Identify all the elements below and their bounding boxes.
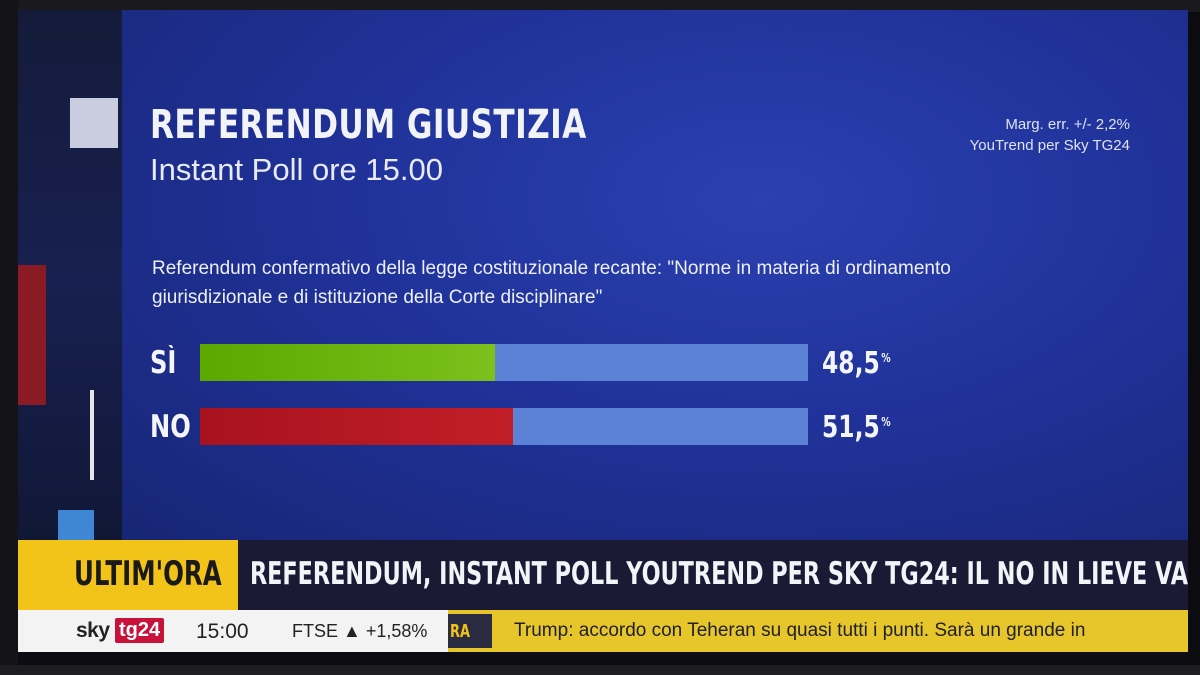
bar-label-si: SÌ	[150, 345, 177, 381]
tg24-logo: tg24	[115, 618, 165, 643]
bar-track	[200, 344, 808, 381]
red-accent	[18, 265, 46, 405]
bar-label-no: NO	[150, 409, 191, 445]
screen-edge	[18, 652, 1188, 666]
news-crawl-bar: sky tg24 15:00 FTSE ▲ +1,58% RA Trump: a…	[18, 610, 1188, 652]
poll-source: YouTrend per Sky TG24	[969, 137, 1130, 154]
breaking-label: ULTIM'ORA	[74, 554, 222, 594]
bar-value-label: 51,5%	[822, 410, 891, 445]
bar-track	[200, 408, 808, 445]
poll-graphic-panel: REFERENDUM GIUSTIZIA Instant Poll ore 15…	[70, 10, 1188, 550]
breaking-label-box: ULTIM'ORA	[18, 540, 238, 610]
graphic-title: REFERENDUM GIUSTIZIA	[150, 102, 587, 148]
tv-bezel-left	[0, 0, 18, 675]
crawl-label-box: RA	[448, 614, 492, 648]
white-accent-line	[90, 390, 94, 480]
tv-bezel-top	[0, 0, 1200, 12]
bar-fill-no	[200, 408, 514, 445]
margin-of-error: Marg. err. +/- 2,2%	[1005, 116, 1130, 133]
breaking-news-bar: ULTIM'ORA REFERENDUM, INSTANT POLL YOUTR…	[18, 540, 1188, 610]
bar-fill-si	[200, 344, 495, 381]
channel-info: sky tg24 15:00 FTSE ▲ +1,58%	[18, 610, 448, 652]
sky-logo: sky	[76, 619, 110, 642]
percent-unit: %	[881, 415, 891, 429]
bar-value-label: 48,5%	[822, 346, 891, 381]
graphic-subtitle: Instant Poll ore 15.00	[150, 152, 443, 187]
poll-meta: Marg. err. +/- 2,2% YouTrend per Sky TG2…	[970, 114, 1130, 156]
referendum-question: Referendum confermativo della legge cost…	[152, 258, 951, 308]
news-crawl-text: Trump: accordo con Teheran su quasi tutt…	[514, 620, 1086, 641]
clock: 15:00	[196, 620, 249, 643]
title-marker	[70, 98, 118, 148]
crawl-label: RA	[450, 621, 471, 642]
tv-bezel-bottom	[0, 665, 1200, 675]
percent-unit: %	[881, 351, 891, 365]
ftse-index: FTSE ▲ +1,58%	[292, 621, 428, 641]
tv-screen: REFERENDUM GIUSTIZIA Instant Poll ore 15…	[18, 10, 1188, 666]
background-strip	[18, 10, 122, 550]
breaking-headline: REFERENDUM, INSTANT POLL YOUTREND PER SK…	[250, 556, 1188, 592]
